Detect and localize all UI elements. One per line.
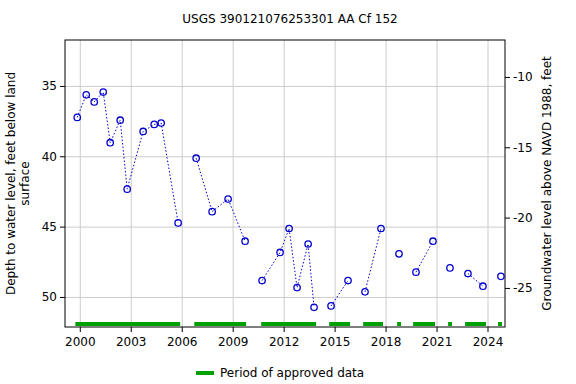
y2-tick: [505, 218, 510, 219]
data-point: [465, 270, 471, 276]
x-grid: [131, 40, 132, 327]
data-point: [378, 225, 384, 231]
data-point: [117, 117, 123, 123]
y-tick: [60, 227, 65, 228]
data-point: [328, 303, 334, 309]
y-label: Depth to water level, feet below land: [4, 72, 18, 295]
plot-frame: [65, 40, 505, 327]
data-point: [480, 283, 486, 289]
y-tick-label: 40: [42, 150, 57, 164]
approved-period: [498, 322, 502, 326]
data-point: [311, 304, 317, 310]
y2-tick-label: -25: [513, 281, 533, 295]
x-tick-label: 2012: [269, 335, 300, 349]
x-grid: [80, 40, 81, 327]
data-point: [345, 277, 351, 283]
x-tick: [80, 327, 81, 332]
y-tick: [60, 86, 65, 87]
x-tick-label: 2006: [167, 335, 198, 349]
y2-tick-label: -10: [513, 70, 533, 84]
x-grid: [233, 40, 234, 327]
y2-tick: [505, 77, 510, 78]
data-point: [193, 155, 199, 161]
approved-period: [194, 322, 246, 326]
data-point: [151, 121, 157, 127]
approved-period: [363, 322, 383, 326]
y-tick-label: 45: [42, 220, 57, 234]
x-grid: [386, 40, 387, 327]
data-point: [362, 289, 368, 295]
title: USGS 390121076253301 AA Cf 152: [182, 12, 397, 26]
x-tick: [488, 327, 489, 332]
series-line: [77, 92, 501, 307]
data-point: [396, 251, 402, 257]
data-point: [286, 225, 292, 231]
y2-tick: [505, 147, 510, 148]
x-tick-label: 2018: [371, 335, 402, 349]
data-point: [175, 220, 181, 226]
x-tick: [182, 327, 183, 332]
y-grid: [65, 156, 505, 157]
data-point: [91, 99, 97, 105]
data-point: [124, 186, 130, 192]
x-tick: [131, 327, 132, 332]
chart: 2000 2003 2006 2009 2012 2015 2018 2021 2024 35 40…: [0, 0, 576, 384]
approved-period: [465, 322, 486, 326]
data-point: [242, 238, 248, 244]
y2-tick-label: -20: [513, 211, 533, 225]
x-grid: [488, 40, 489, 327]
y-grid: [65, 227, 505, 228]
x-tick-label: 2024: [473, 335, 504, 349]
y-tick-label: 35: [42, 79, 57, 93]
data-point: [277, 249, 283, 255]
x-tick: [233, 327, 234, 332]
x-grid: [437, 40, 438, 327]
data-point: [430, 238, 436, 244]
x-grid: [182, 40, 183, 327]
x-tick-label: 2003: [116, 335, 147, 349]
data-point: [209, 208, 215, 214]
x-tick-label: 2000: [65, 335, 96, 349]
data-point: [158, 120, 164, 126]
y2-label: Groundwater level above NAVD 1988, feet: [540, 56, 554, 311]
data-point: [498, 273, 504, 279]
x-tick: [437, 327, 438, 332]
y-tick-label: 50: [42, 290, 57, 304]
x-tick-label: 2009: [218, 335, 249, 349]
x-tick: [335, 327, 336, 332]
data-point: [100, 89, 106, 95]
x-tick-label: 2021: [422, 335, 453, 349]
approved-period: [448, 322, 452, 326]
approved-period: [261, 322, 316, 326]
data-point: [83, 92, 89, 98]
data-point: [447, 265, 453, 271]
data-point: [74, 114, 80, 120]
x-grid: [335, 40, 336, 327]
y2-tick-label: -15: [513, 141, 533, 155]
y-grid: [65, 86, 505, 87]
data-point: [259, 277, 265, 283]
y2-tick: [505, 288, 510, 289]
data-point: [305, 241, 311, 247]
legend-swatch: [196, 371, 214, 375]
y-label: surface: [18, 161, 32, 205]
legend-label: Period of approved data: [220, 366, 364, 380]
x-tick: [284, 327, 285, 332]
y-tick: [60, 156, 65, 157]
data-point: [140, 128, 146, 134]
plot-area: [74, 89, 504, 326]
data-point: [413, 269, 419, 275]
x-tick: [386, 327, 387, 332]
x-tick-label: 2015: [320, 335, 351, 349]
data-point: [107, 140, 113, 146]
approved-period: [413, 322, 435, 326]
approved-period: [75, 322, 180, 326]
x-grid: [284, 40, 285, 327]
y-tick: [60, 297, 65, 298]
y-grid: [65, 297, 505, 298]
approved-period: [397, 322, 401, 326]
approved-period: [329, 322, 350, 326]
data-point: [225, 196, 231, 202]
data-point: [294, 284, 300, 290]
